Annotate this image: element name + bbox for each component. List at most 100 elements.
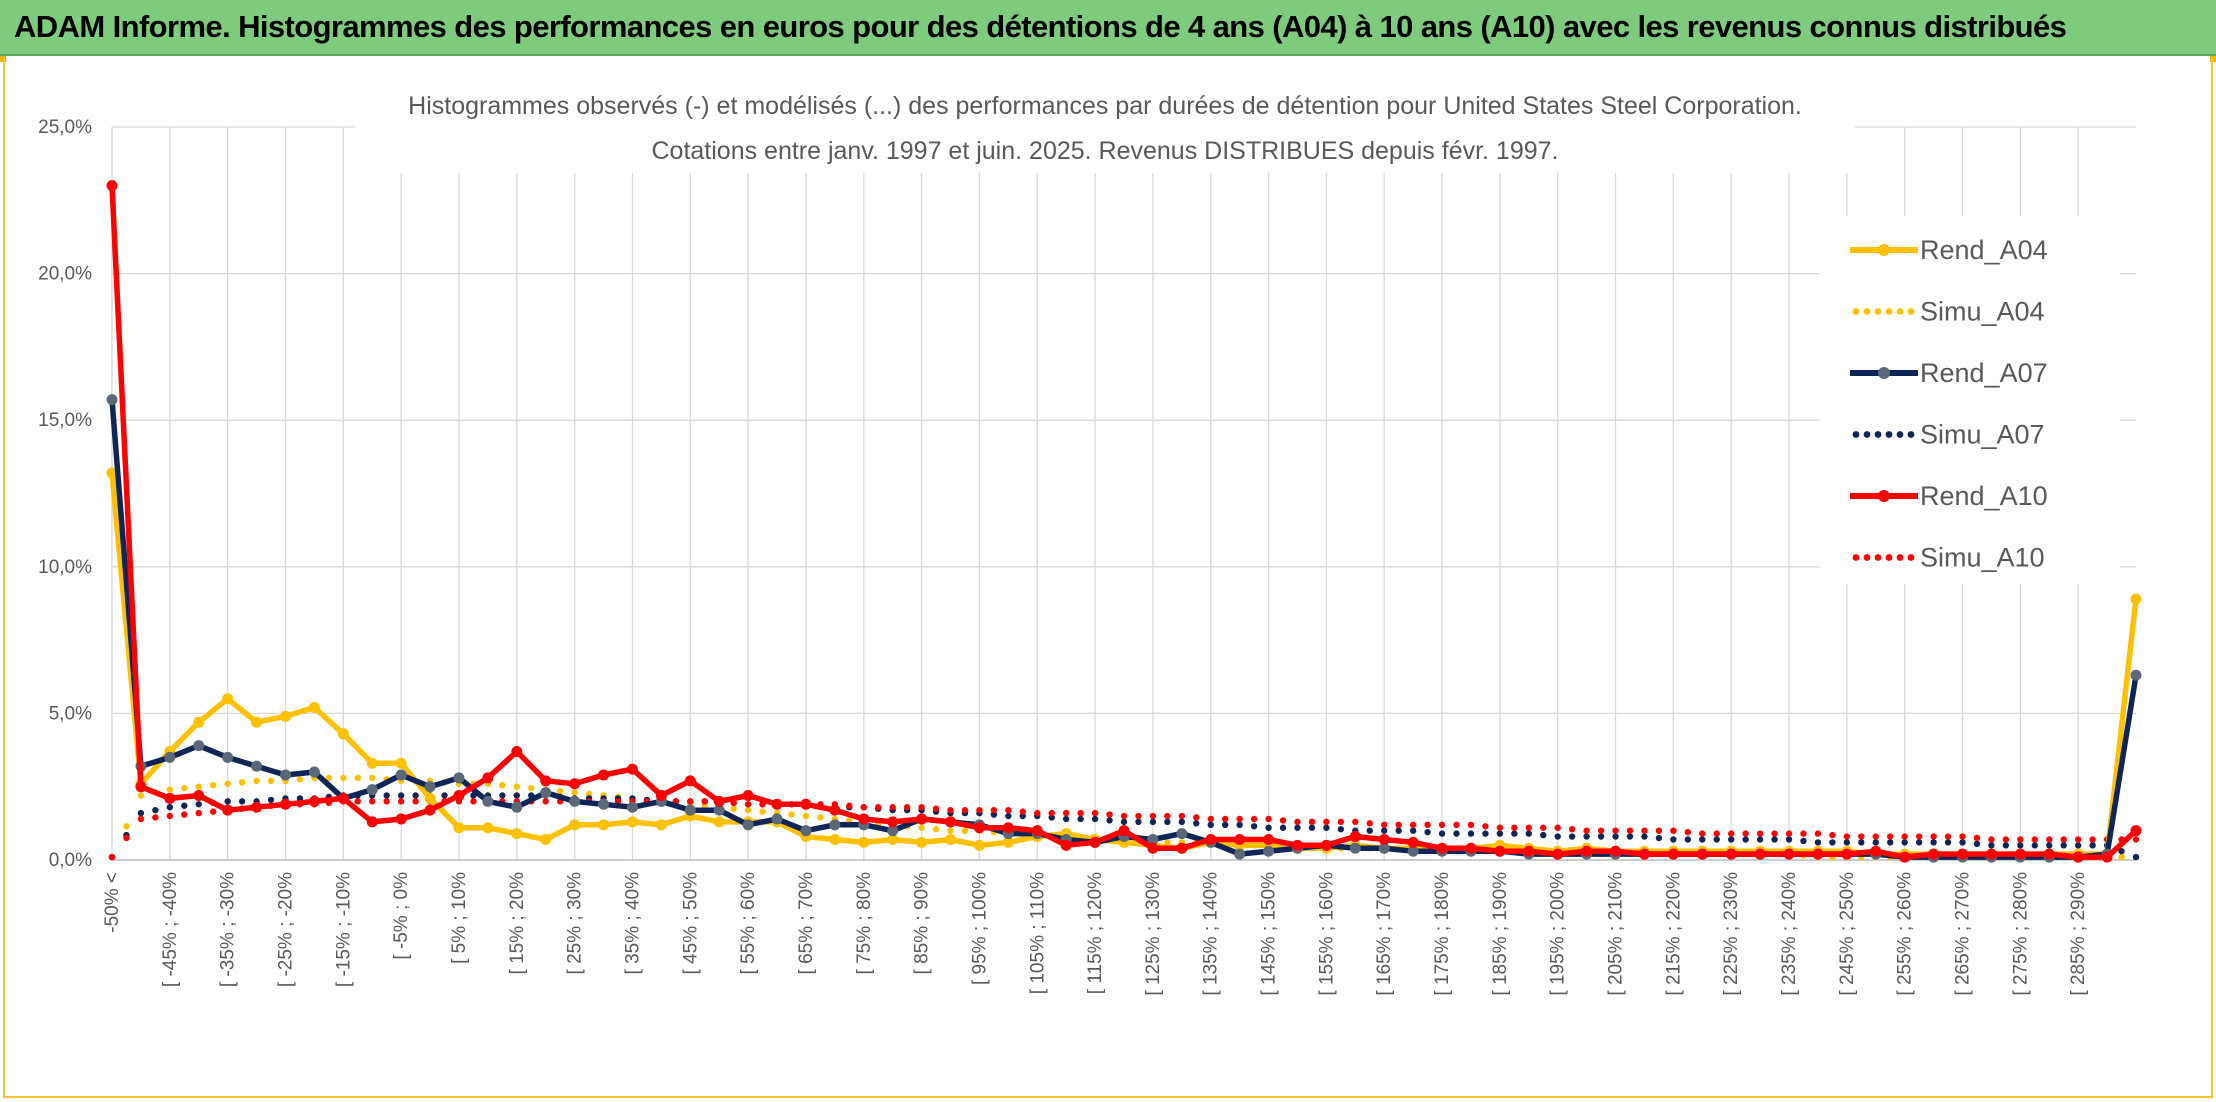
data-point — [1381, 821, 1388, 829]
x-tick-label: [ 125% ; 130% — [1143, 872, 1164, 996]
dot — [730, 805, 737, 812]
legend-marker — [1907, 431, 1915, 438]
data-point — [337, 728, 349, 740]
data-point — [106, 394, 118, 406]
legend-marker — [1874, 431, 1882, 438]
data-point — [598, 819, 610, 831]
data-point — [1294, 818, 1301, 826]
dot — [1135, 812, 1142, 820]
data-point — [1060, 839, 1072, 851]
data-point — [858, 813, 870, 825]
dot — [1973, 834, 1981, 842]
data-point — [655, 789, 667, 801]
dot — [1366, 820, 1373, 827]
data-point — [945, 833, 957, 845]
x-tick-label: [ -45% ; -40% — [160, 872, 181, 987]
dot — [123, 823, 130, 830]
data-point — [1670, 836, 1677, 843]
data-point — [1149, 812, 1157, 820]
data-point — [1062, 809, 1070, 817]
data-point — [626, 763, 638, 775]
data-point — [2043, 848, 2055, 860]
dot — [1944, 839, 1952, 846]
data-point — [166, 812, 174, 820]
dot — [961, 827, 969, 834]
legend-marker — [1852, 554, 1860, 561]
x-tick-label: [ -15% ; -10% — [333, 872, 354, 987]
data-point — [1754, 848, 1766, 860]
dot — [1048, 814, 1055, 821]
x-tick-label: [ 85% ; 90% — [912, 872, 933, 975]
dot — [1944, 833, 1952, 840]
dot — [1742, 836, 1749, 843]
data-point — [137, 792, 145, 799]
data-point — [1814, 830, 1822, 837]
data-point — [2017, 836, 2024, 843]
dot — [152, 814, 159, 821]
x-tick-label: [ 95% ; 100% — [969, 872, 990, 985]
data-point — [1263, 833, 1275, 845]
chart-title-line: Histogrammes observés (-) et modélisés (… — [408, 92, 1802, 120]
data-point — [1725, 848, 1737, 860]
x-tick-label: [ 55% ; 60% — [738, 872, 759, 975]
legend-item: Simu_A07 — [1852, 420, 2045, 450]
data-point — [106, 467, 118, 479]
data-point — [1814, 839, 1822, 846]
data-point — [2046, 842, 2053, 849]
legend-marker — [1885, 431, 1893, 438]
data-point — [918, 804, 925, 811]
dot — [2031, 836, 2039, 843]
dot — [1713, 830, 1720, 837]
legend-label: Simu_A10 — [1920, 543, 2045, 573]
legend-marker — [1885, 554, 1893, 561]
data-point — [1236, 821, 1243, 829]
data-point — [222, 804, 234, 816]
x-tick-label: [ -35% ; -30% — [218, 872, 239, 987]
x-tick-label: [ 15% ; 20% — [507, 872, 528, 975]
dot — [499, 782, 506, 789]
legend-marker — [1907, 554, 1915, 561]
dot — [846, 802, 853, 809]
data-point — [1699, 836, 1706, 843]
legend-box — [1820, 216, 2120, 584]
data-point — [135, 781, 147, 793]
y-tick-label: 25,0% — [38, 117, 92, 138]
dot — [1540, 824, 1547, 831]
dot — [1482, 830, 1489, 837]
data-point — [1120, 812, 1128, 820]
axis-labels: 0,0% 5,0% 10,0% 15,0% 20,0% 25,0% -50% < [ -45%… — [38, 117, 2089, 996]
x-tick-label: [ 65% ; 70% — [796, 872, 817, 975]
data-point — [1436, 842, 1448, 854]
dot — [1655, 827, 1663, 834]
data-point — [164, 751, 176, 763]
data-point — [569, 795, 581, 807]
data-point — [976, 806, 983, 814]
data-point — [1641, 827, 1648, 834]
x-tick-label: [ 275% ; 280% — [2010, 872, 2031, 996]
x-tick-label: [ 155% ; 160% — [1316, 872, 1337, 996]
dot — [1106, 817, 1113, 824]
data-point — [395, 757, 407, 769]
data-point — [1843, 833, 1851, 840]
legend-item: Rend_A10 — [1850, 481, 2048, 511]
data-point — [1610, 845, 1622, 857]
data-point — [1959, 833, 1966, 840]
data-point — [1381, 827, 1388, 834]
data-point — [1843, 839, 1851, 846]
data-point — [2101, 851, 2113, 863]
data-point — [1785, 836, 1793, 843]
data-point — [1901, 833, 1908, 840]
dot — [1915, 833, 1923, 840]
data-point — [1494, 845, 1506, 857]
legend-label: Rend_A04 — [1920, 235, 2048, 265]
dot — [1771, 836, 1778, 843]
data-point — [1930, 839, 1937, 846]
data-point — [1696, 848, 1708, 860]
data-point — [369, 774, 376, 782]
data-point — [1728, 830, 1735, 837]
dot — [1337, 818, 1345, 826]
dot — [1308, 824, 1316, 831]
data-point — [193, 716, 205, 728]
x-tick-label: [ 205% ; 210% — [1606, 872, 1627, 996]
data-point — [1612, 833, 1619, 840]
